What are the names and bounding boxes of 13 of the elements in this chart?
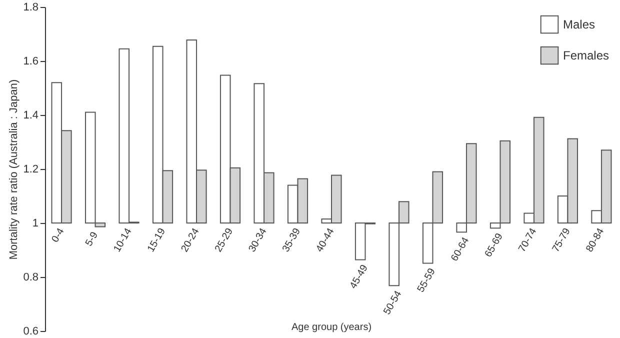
y-tick-label: 1.4	[23, 110, 38, 122]
y-tick-label: 1.6	[23, 56, 38, 68]
y-axis-title: Mortality rate ratio (Australia : Japan)	[8, 79, 20, 260]
y-tick-label: 1.2	[23, 164, 38, 176]
y-tick-label: 0.8	[23, 272, 38, 284]
x-tick-label: 0-4	[50, 226, 67, 245]
legend-label: Females	[563, 48, 610, 62]
y-tick-label: 0.6	[23, 326, 38, 338]
x-axis-title: Age group (years)	[291, 322, 372, 333]
y-tick-label: 1.8	[23, 2, 38, 14]
x-tick-label: 5-9	[84, 230, 101, 248]
y-tick-label: 1	[32, 218, 38, 230]
legend-label: Males	[563, 18, 596, 32]
